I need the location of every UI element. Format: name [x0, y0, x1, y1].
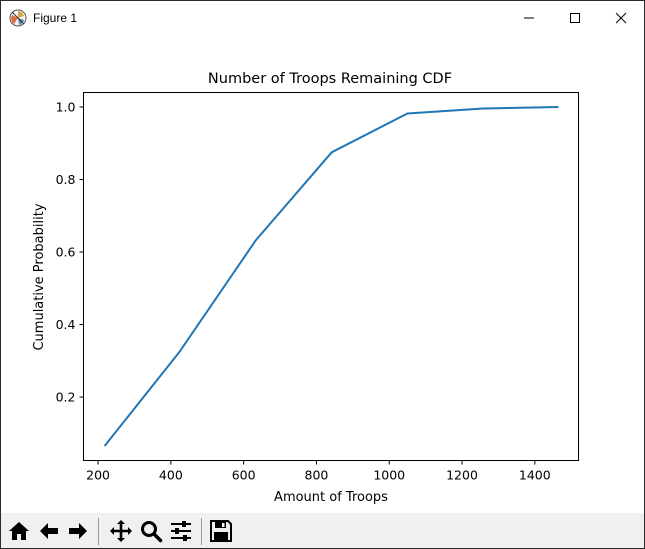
close-button[interactable]: [598, 1, 644, 35]
minimize-icon: [524, 17, 534, 19]
home-button[interactable]: [5, 517, 33, 545]
x-tick-label: 1200: [446, 468, 478, 483]
chart-title: Number of Troops Remaining CDF: [208, 71, 452, 87]
y-tick-label: 1.0: [56, 100, 76, 115]
navigation-toolbar: [1, 513, 644, 548]
toolbar-separator: [98, 518, 99, 545]
title-bar[interactable]: Figure 1: [1, 1, 644, 35]
matplotlib-app-icon: [9, 9, 27, 27]
pan-button[interactable]: [107, 517, 135, 545]
window-title: Figure 1: [33, 11, 78, 25]
y-axis-ticks: 0.2 0.4 0.6 0.8 1.0: [56, 100, 84, 405]
cdf-line-chart: Number of Troops Remaining CDF 200 400 600…: [32, 71, 579, 505]
x-tick-label: 200: [86, 468, 110, 483]
plot-area: [83, 92, 579, 461]
figure-canvas[interactable]: Number of Troops Remaining CDF 200 400 600…: [1, 35, 644, 513]
save-button[interactable]: [207, 517, 235, 545]
y-tick-label: 0.2: [56, 390, 76, 405]
y-tick-label: 0.8: [56, 172, 76, 187]
x-tick-label: 400: [159, 468, 183, 483]
minimize-button[interactable]: [506, 1, 552, 35]
zoom-icon: [141, 521, 163, 543]
series-line: [103, 106, 559, 447]
x-tick-label: 600: [232, 468, 256, 483]
back-arrow-icon: [40, 523, 58, 539]
close-icon: [615, 12, 627, 24]
forward-arrow-icon: [69, 523, 87, 539]
y-axis-label: Cumulative Probability: [32, 203, 47, 350]
back-button[interactable]: [35, 517, 63, 545]
y-tick-label: 0.6: [56, 245, 76, 260]
maximize-button[interactable]: [552, 1, 598, 35]
home-icon: [9, 522, 29, 540]
pan-icon: [110, 520, 132, 542]
x-tick-label: 1000: [373, 468, 405, 483]
save-icon: [210, 520, 232, 542]
x-axis-label: Amount of Troops: [274, 490, 388, 505]
configure-subplots-icon: [171, 521, 191, 541]
maximize-icon: [570, 13, 580, 23]
y-tick-label: 0.4: [56, 317, 76, 332]
configure-subplots-button[interactable]: [167, 517, 195, 545]
x-tick-label: 800: [305, 468, 329, 483]
toolbar-separator: [201, 518, 202, 545]
zoom-button[interactable]: [137, 517, 165, 545]
x-axis-ticks: 200 400 600 800 1000 1200 1400: [86, 460, 551, 483]
x-tick-label: 1400: [519, 468, 551, 483]
forward-button[interactable]: [64, 517, 92, 545]
